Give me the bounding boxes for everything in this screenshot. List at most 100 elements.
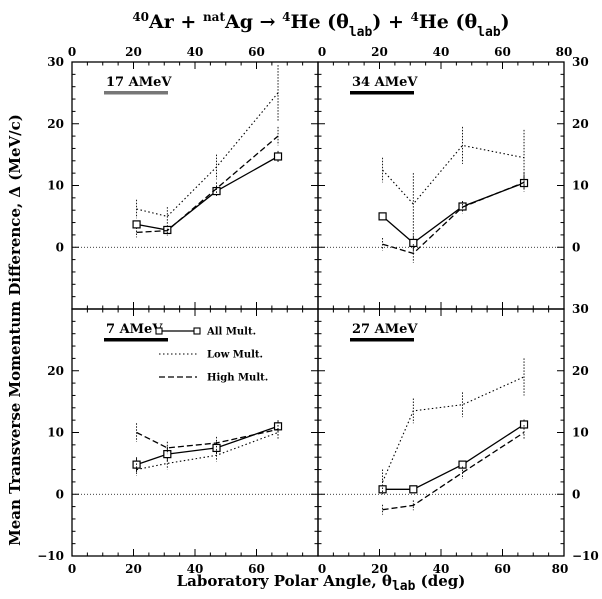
y-tick-label: 0: [572, 240, 580, 254]
y-tick-label: 20: [572, 117, 589, 131]
panels-group: 0 20 40 60 30 20 10 0 17 AMeV 20 40 60 80 0 30 20 10 0 34 …: [37, 45, 599, 576]
data-point: [458, 460, 467, 469]
title-part: lab: [477, 25, 501, 40]
x-tick-label: 20: [125, 45, 142, 59]
x-tick-label: 60: [494, 45, 511, 59]
series-dotted: [382, 126, 525, 235]
series-solid: [378, 419, 529, 494]
series-dashed: [382, 425, 525, 515]
series-line: [136, 92, 279, 218]
data-point: [212, 443, 221, 453]
panel-label: 7 AMeV: [106, 322, 163, 337]
x-tick-label: 60: [248, 45, 265, 59]
panel-bottom-right: 0 20 40 60 80 30 20 10 0 −10 27 AMeV: [317, 302, 599, 576]
y-tick-label: −10: [37, 549, 64, 563]
series-solid: [132, 420, 283, 473]
x-tick-label: 40: [433, 45, 450, 59]
panel-label: 34 AMeV: [352, 75, 418, 90]
title-part: 4: [410, 10, 418, 24]
x-tick-label: 80: [556, 45, 573, 59]
x-axis-title: Laboratory Polar Angle, θlab (deg): [177, 572, 466, 594]
series-dotted: [136, 425, 279, 476]
title-part: Ar +: [148, 11, 203, 33]
title-part: 4: [282, 10, 290, 24]
y-tick-label: 20: [47, 364, 64, 378]
y-axis-title: Mean Transverse Momentum Difference, Δ (…: [6, 114, 24, 546]
data-point: [378, 212, 387, 221]
legend-label: All Mult.: [206, 327, 256, 338]
y-tick-label: 0: [56, 487, 64, 501]
x-tick-label: 20: [371, 45, 388, 59]
series-line: [136, 425, 279, 466]
panel-label: 27 AMeV: [352, 322, 418, 337]
x-tick-label: 0: [68, 45, 76, 59]
panel-top-right: 20 40 60 80 0 30 20 10 0 34 AMeV: [317, 45, 589, 310]
legend-label: Low Mult.: [207, 350, 263, 361]
y-tick-label: 30: [572, 302, 589, 316]
series-line: [382, 376, 525, 483]
series-line: [382, 423, 525, 490]
panel-frame: [317, 308, 565, 557]
x-tick-label: 0: [318, 45, 326, 59]
series-line: [136, 428, 279, 449]
title-part: Ag →: [224, 11, 282, 33]
chart-title: 40Ar + natAg → 4He (θlab) + 4He (θlab): [132, 10, 509, 40]
title-part: ): [501, 11, 510, 33]
series-dashed: [136, 126, 279, 238]
title-part: 40: [132, 10, 149, 24]
series-dotted: [136, 65, 279, 226]
series-line: [382, 431, 525, 511]
y-tick-label: 0: [56, 240, 64, 254]
y-tick-label: 30: [572, 55, 589, 69]
y-tick-label: 10: [47, 179, 64, 193]
series-dotted: [382, 358, 525, 495]
title-part: He (θ: [291, 11, 349, 33]
series-line: [382, 144, 525, 205]
x-tick-label: 80: [552, 562, 569, 576]
y-tick-label: 0: [572, 487, 580, 501]
data-point: [409, 238, 418, 248]
y-tick-label: 10: [47, 426, 64, 440]
series-dashed: [382, 173, 525, 263]
x-tick-label: 20: [371, 562, 388, 576]
data-point: [273, 152, 283, 161]
series-line: [382, 182, 525, 244]
y-tick-label: 10: [572, 179, 589, 193]
legend-label: High Mult.: [207, 373, 268, 384]
x-tick-label: 0: [68, 562, 76, 576]
series-line: [136, 155, 279, 231]
series-line: [136, 135, 279, 234]
y-tick-label: 30: [47, 55, 64, 69]
panel-frame: [71, 308, 319, 557]
x-tick-label: 0: [318, 562, 326, 576]
data-point: [519, 420, 529, 429]
legend-marker: [193, 327, 201, 335]
panel-label-bar: [104, 91, 168, 95]
data-point: [409, 485, 418, 494]
x-tick-label: 40: [187, 562, 204, 576]
legend-marker: [155, 327, 163, 335]
x-tick-label: 40: [187, 45, 204, 59]
panel-label-bar: [350, 91, 414, 95]
legend: All Mult. Low Mult. High Mult.: [155, 327, 268, 384]
y-tick-label: 20: [572, 364, 589, 378]
x-tick-label: 20: [125, 562, 142, 576]
series-line: [382, 181, 525, 255]
panel-label-bar: [104, 338, 168, 342]
panel-bottom-left: 0 20 40 60 20 10 0 −10 7 AMeV: [37, 308, 319, 576]
panel-top-left: 0 20 40 60 30 20 10 0 17 AMeV: [47, 45, 319, 310]
title-part: He (θ: [419, 11, 477, 33]
panel-label: 17 AMeV: [106, 75, 172, 90]
x-tick-label: 60: [494, 562, 511, 576]
y-tick-label: 20: [47, 117, 64, 131]
title-part: lab: [349, 25, 373, 40]
x-tick-label: 40: [433, 562, 450, 576]
y-tick-label: −10: [572, 549, 599, 563]
series-dashed: [136, 422, 279, 455]
data-point: [132, 220, 141, 229]
panel-label-bar: [350, 338, 414, 342]
panel-frame: [71, 61, 319, 310]
y-tick-label: 10: [572, 426, 589, 440]
x-tick-label: 60: [248, 562, 265, 576]
